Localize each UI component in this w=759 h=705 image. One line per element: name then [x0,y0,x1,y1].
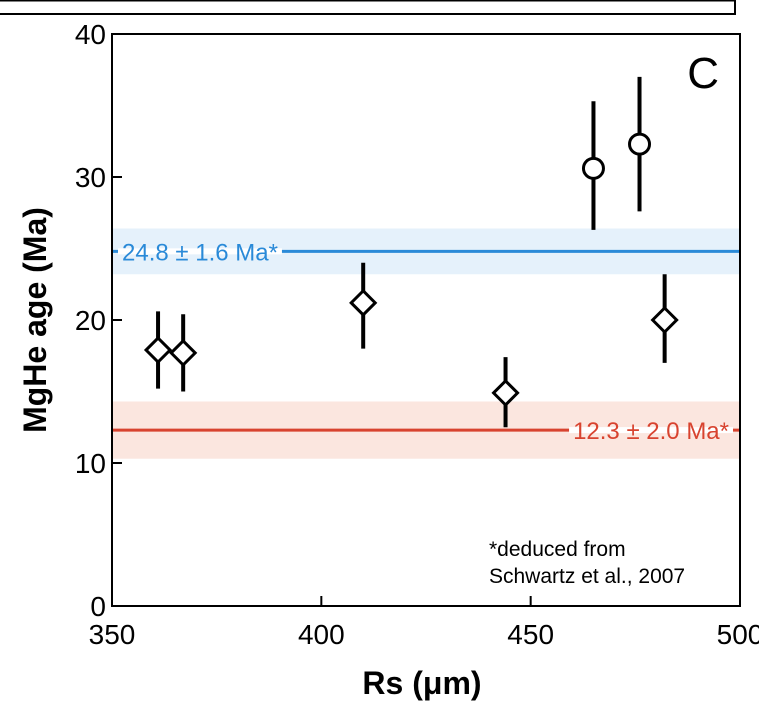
y-axis-title: MgHe age (Ma) [17,207,53,433]
diamond-point-3 [491,378,520,408]
y-tick-label-20: 20 [75,305,106,336]
axis-ticks: 350 400 450 500 0 10 20 30 40 [75,19,759,650]
source-note-line-2: Schwartz et al., 2007 [489,565,685,588]
circle-point-1 [628,132,652,156]
diamond-point-4 [650,305,679,335]
x-axis-title: Rs (μm) [362,665,481,701]
x-tick-label-500: 500 [717,619,759,650]
x-tick-label-450: 450 [507,619,554,650]
y-tick-label-0: 0 [90,591,106,622]
reference-label-bg-1 [569,427,733,434]
data-points [143,76,679,428]
diamond-point-2 [349,288,378,317]
x-tick-label-400: 400 [298,619,345,650]
x-tick-label-350: 350 [89,619,136,650]
y-tick-label-10: 10 [75,448,106,479]
diamond-point-1 [169,338,198,368]
reference-label-1: 12.3 ± 2.0 Ma* [573,418,729,445]
circle-point-0 [581,156,605,180]
reference-bands: 24.8 ± 1.6 Ma* 12.3 ± 2.0 Ma* [112,228,740,459]
panel-label: C [687,49,719,98]
diamond-point-0 [143,335,173,365]
upper-panel-frame-edge [0,0,736,15]
y-tick-label-40: 40 [75,19,106,50]
plot-frame [111,33,741,607]
source-note-line-1: *deduced from [489,538,626,561]
reference-label-0: 24.8 ± 1.6 Ma* [122,239,278,266]
y-tick-label-30: 30 [75,162,106,193]
reference-label-bg-0 [118,248,282,255]
